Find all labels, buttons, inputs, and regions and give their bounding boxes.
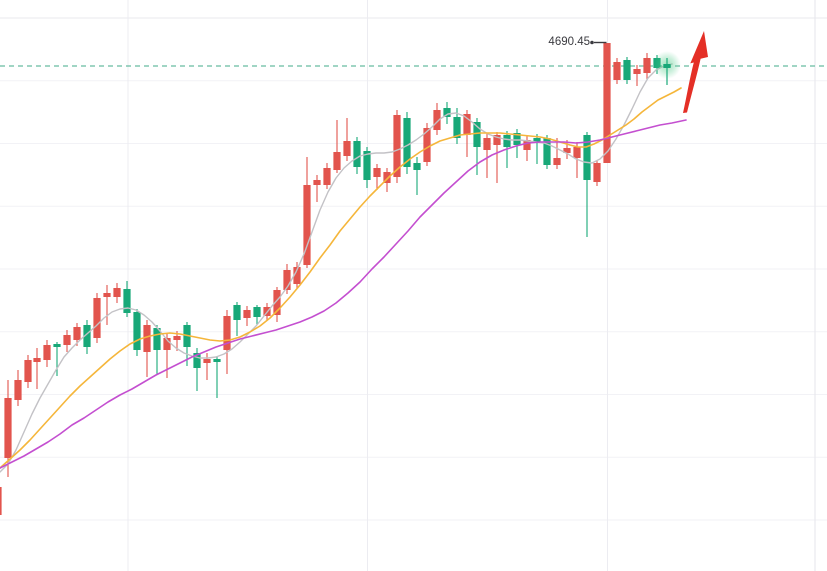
candle-body — [253, 307, 261, 317]
candle-body — [233, 305, 241, 320]
candle-body — [53, 344, 61, 347]
candle-body — [573, 147, 581, 158]
candle-body — [633, 69, 641, 74]
candle-body — [103, 293, 111, 297]
candle-body — [323, 168, 331, 185]
candle-body — [413, 163, 421, 170]
candle-body — [4, 398, 12, 458]
candle-body — [223, 316, 231, 350]
candle-body — [593, 163, 601, 182]
candle-body — [313, 180, 321, 185]
candle-body — [613, 62, 621, 80]
candle-body — [443, 108, 451, 117]
candle-body — [303, 185, 311, 265]
up-trend-arrow-icon — [683, 31, 708, 113]
candle-body — [343, 141, 351, 156]
candle-body — [513, 133, 521, 145]
candle-body — [153, 328, 161, 350]
candle-body — [333, 152, 341, 170]
candle-body — [433, 110, 441, 130]
candle-body — [133, 312, 141, 350]
candle-body — [563, 148, 571, 153]
candle-body — [24, 360, 32, 382]
candle-body — [623, 60, 631, 80]
candle-body — [503, 135, 511, 147]
candle-body — [663, 64, 671, 68]
candle-body — [483, 138, 491, 150]
candle-body — [243, 310, 251, 318]
candle-body — [143, 325, 151, 352]
candle-body — [423, 128, 431, 162]
candle-body — [583, 135, 591, 180]
candle-body — [473, 122, 481, 147]
ma-fast-gray-line — [0, 63, 673, 473]
candle-body — [273, 290, 281, 315]
candle-body — [383, 172, 391, 183]
candle-body — [523, 140, 531, 150]
candle-body — [293, 267, 301, 284]
candle-body — [353, 141, 361, 167]
price-label-pointer — [590, 40, 607, 45]
candle-body — [0, 487, 2, 515]
candle-body — [163, 338, 171, 350]
candle-body — [403, 118, 411, 167]
candle-body — [113, 288, 121, 297]
candle-body — [463, 114, 471, 135]
candle-body — [193, 353, 201, 368]
ma-slow-magenta-line — [0, 119, 687, 469]
candle-body — [43, 345, 51, 360]
candle-body — [363, 151, 371, 180]
candle-body — [643, 58, 651, 73]
candle-body — [493, 135, 501, 145]
candle-body — [173, 336, 181, 340]
candle-body — [553, 158, 561, 165]
candle-body — [83, 325, 91, 347]
candle-body — [533, 138, 541, 142]
price-high-label: 4690.45 — [548, 36, 590, 48]
candle-body — [93, 298, 101, 338]
candles-layer — [0, 43, 671, 515]
candle-body — [603, 43, 611, 163]
candle-body — [123, 289, 131, 313]
candle-body — [373, 168, 381, 177]
candle-body — [453, 117, 461, 138]
candle-body — [543, 138, 551, 165]
last-candle-top — [663, 58, 671, 85]
candle-body — [14, 380, 22, 400]
candle-body — [203, 359, 211, 363]
ma-mid-orange-line — [0, 87, 682, 469]
pointer-dot — [590, 40, 594, 45]
candle-body — [393, 115, 401, 177]
candle-body — [283, 270, 291, 290]
candle-body — [213, 359, 221, 362]
candle-body — [63, 335, 71, 345]
candle-body — [73, 327, 81, 340]
candle-body — [33, 358, 41, 362]
